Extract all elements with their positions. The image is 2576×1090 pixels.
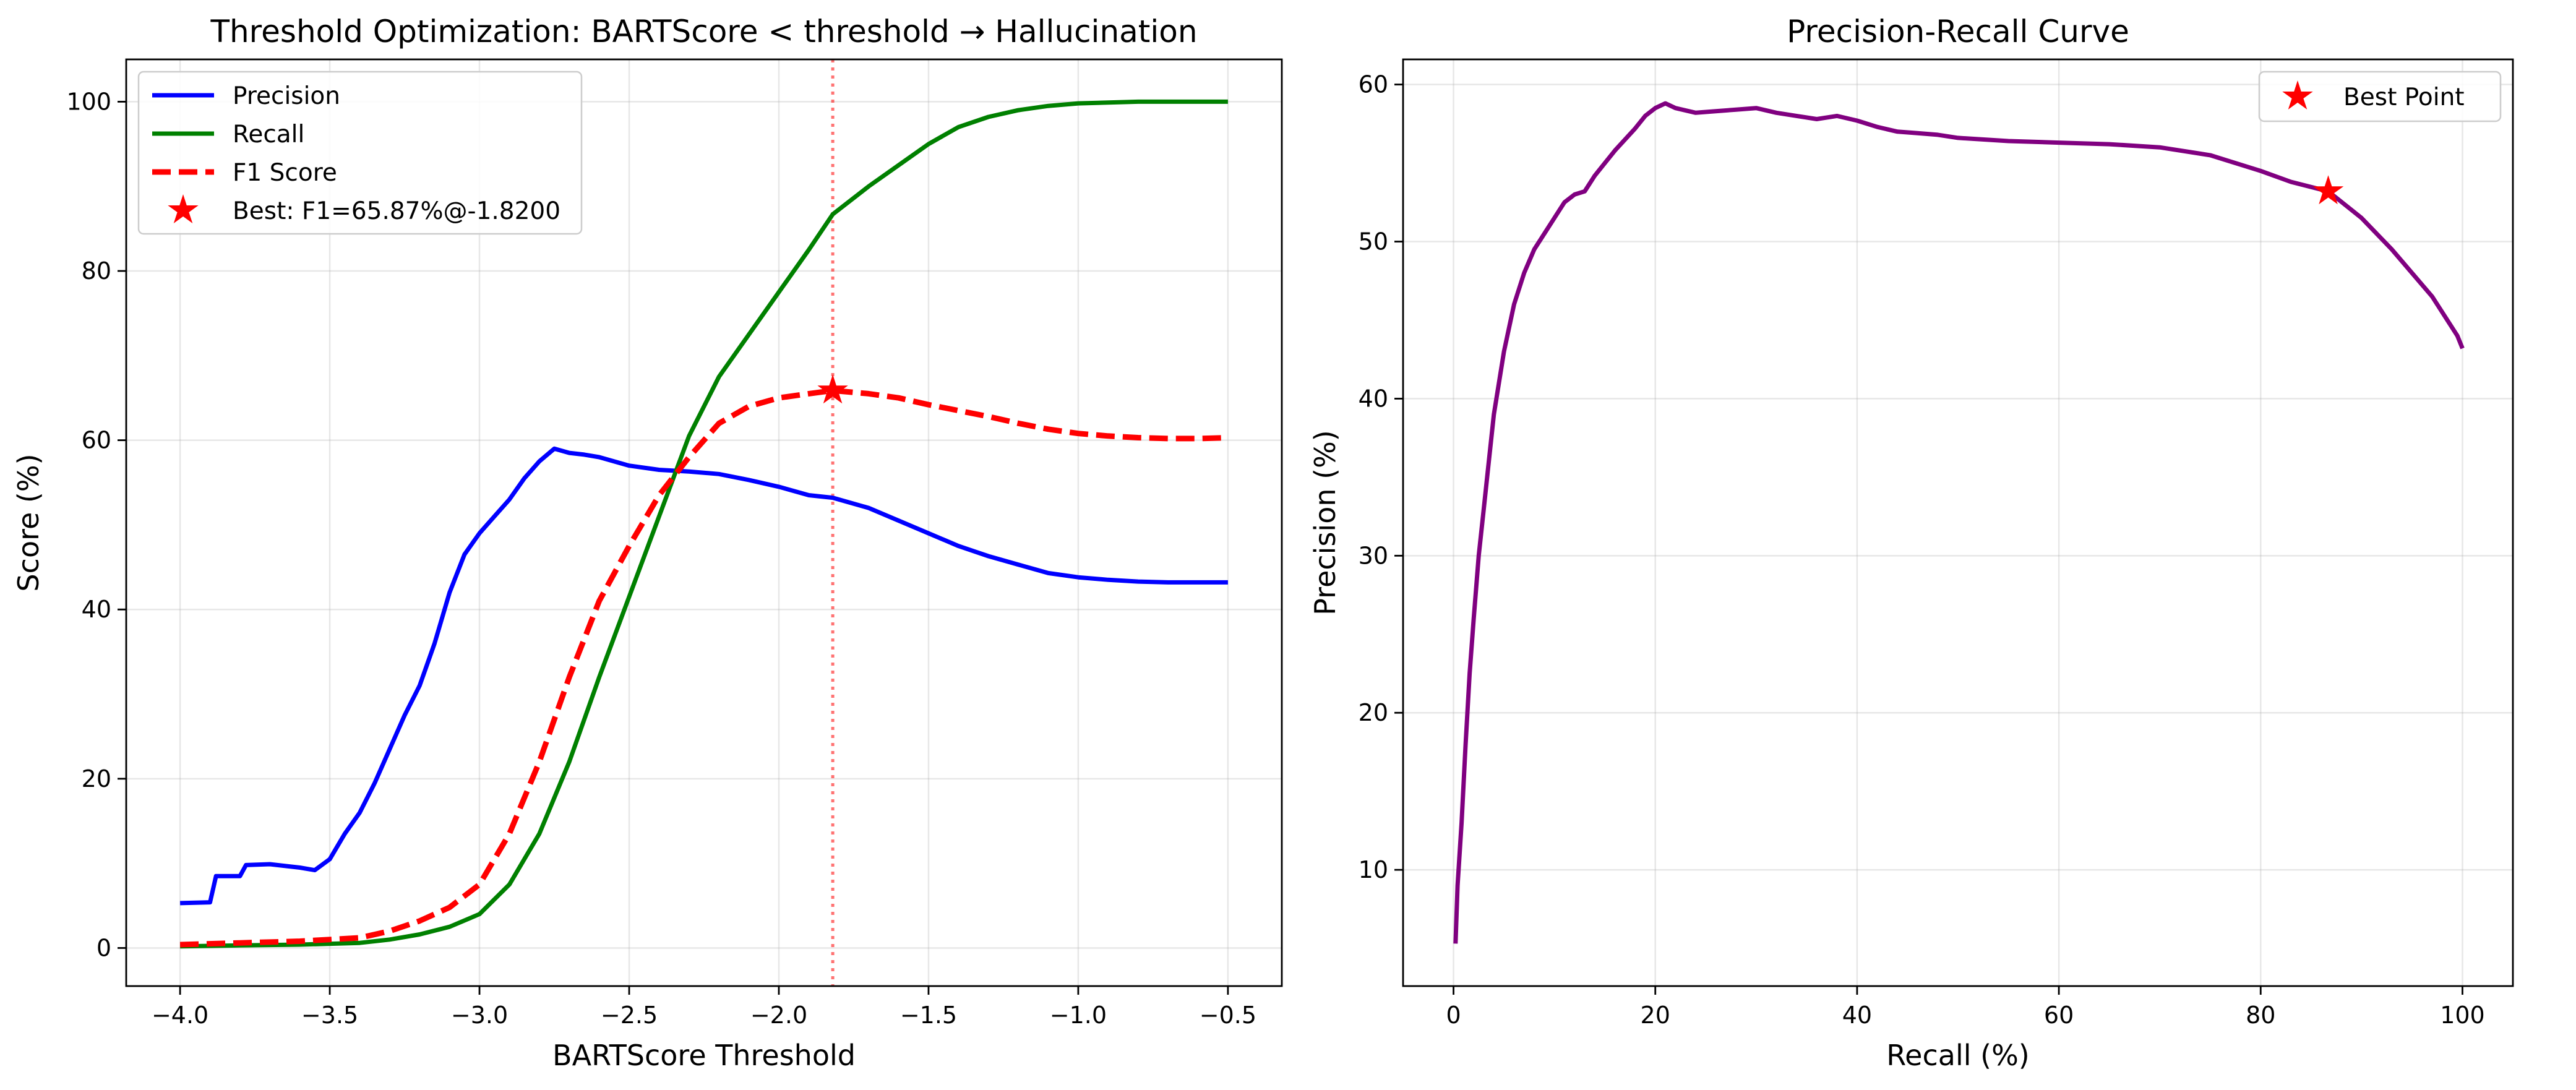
legend-label: F1 Score	[233, 159, 337, 187]
y-tick-label: 80	[82, 257, 111, 285]
x-tick-label: 20	[1641, 1002, 1670, 1029]
y-tick-label: 60	[1359, 71, 1388, 98]
best-point-star	[2312, 175, 2344, 205]
y-tick-label: 20	[1359, 699, 1388, 726]
y-tick-label: 100	[66, 88, 111, 115]
left-y-ticks: 0 20 40 60 80 100	[66, 88, 126, 961]
x-tick-label: −1.5	[900, 1002, 957, 1029]
legend-label: Precision	[233, 82, 340, 110]
x-tick-label: −1.0	[1050, 1002, 1107, 1029]
right-plot-frame	[1402, 58, 2514, 987]
right-y-axis-label: Precision (%)	[1308, 430, 1342, 615]
y-tick-label: 0	[97, 934, 111, 961]
best-point-star	[817, 374, 848, 404]
right-legend: Best Point	[2258, 71, 2502, 122]
series-line-f1-score	[179, 387, 1229, 948]
y-tick-label: 60	[82, 427, 111, 454]
legend-box	[2258, 71, 2502, 122]
y-tick-label: 30	[1359, 542, 1388, 569]
left-plot-frame	[125, 58, 1283, 987]
left-chart-title: Threshold Optimization: BARTScore < thre…	[210, 14, 1197, 49]
x-tick-label: −4.0	[152, 1002, 208, 1029]
y-tick-label: 50	[1359, 228, 1388, 255]
legend-label: Recall	[233, 121, 304, 148]
x-tick-label: −2.5	[601, 1002, 658, 1029]
right-series-lines	[1453, 101, 2465, 944]
x-tick-label: 80	[2246, 1002, 2275, 1029]
x-tick-label: −3.0	[451, 1002, 508, 1029]
left-legend: Precision Recall F1 Score Best: F1=65.87%@-…	[137, 71, 583, 235]
legend-star-swatch	[2282, 80, 2313, 109]
y-tick-label: 10	[1359, 856, 1388, 883]
series-line-recall	[180, 99, 1228, 949]
x-tick-label: 40	[1842, 1002, 1872, 1029]
series-line-pr-curve	[1453, 101, 2465, 944]
left-x-ticks: −4.0 −3.5 −3.0 −2.5 −2.0 −1.5 −1.0 −0.5	[152, 986, 1256, 1029]
right-best-marker	[2312, 175, 2344, 205]
right-y-ticks: 10 20 30 40 50 60	[1359, 71, 1403, 883]
y-tick-label: 40	[1359, 385, 1388, 412]
threshold-chart: −4.0 −3.5 −3.0 −2.5 −2.0 −1.5 −1.0 −0.5 0 20 40 60…	[12, 14, 1283, 1072]
series-line-precision	[180, 446, 1228, 906]
left-best-marker	[817, 374, 848, 404]
y-tick-label: 20	[82, 765, 111, 792]
left-y-axis-label: Score (%)	[12, 453, 45, 591]
x-tick-label: −2.0	[750, 1002, 807, 1029]
right-x-axis-label: Recall (%)	[1886, 1039, 2029, 1072]
x-tick-label: −0.5	[1200, 1002, 1256, 1029]
x-tick-label: −3.5	[301, 1002, 358, 1029]
legend-box	[137, 71, 583, 235]
right-chart-title: Precision-Recall Curve	[1787, 14, 2129, 49]
left-x-axis-label: BARTScore Threshold	[552, 1039, 856, 1072]
x-tick-label: 60	[2044, 1002, 2074, 1029]
legend-label: Best Point	[2343, 84, 2465, 111]
right-x-ticks: 0 20 40 60 80 100	[1446, 986, 2485, 1029]
x-tick-label: 100	[2440, 1002, 2485, 1029]
x-tick-label: 0	[1446, 1002, 1461, 1029]
left-series-lines	[179, 99, 1229, 949]
legend-star-swatch	[168, 194, 199, 223]
y-tick-label: 40	[82, 596, 111, 623]
precision-recall-chart: 0 20 40 60 80 100 10 20 30 40 50 60 Precision-Reca…	[1308, 14, 2514, 1072]
legend-label: Best: F1=65.87%@-1.8200	[233, 197, 560, 225]
